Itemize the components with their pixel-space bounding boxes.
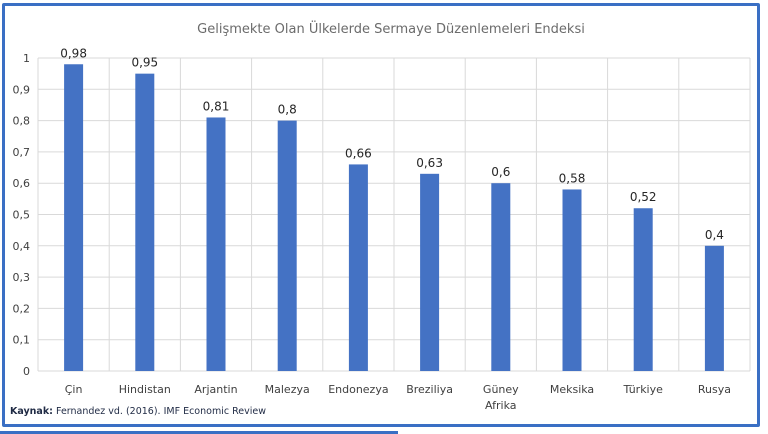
data-label: 0,66	[345, 146, 372, 160]
bar	[348, 164, 368, 371]
source-text: Fernandez vd. (2016). IMF Economic Revie…	[56, 406, 266, 417]
y-tick-label: 0,8	[13, 115, 31, 128]
category-label: Malezya	[265, 383, 310, 396]
category-label: Rusya	[698, 383, 731, 396]
data-label-layer: 0,98 0,95 0,81 0,8 0,66 0,63 0,6 0,58 0,52 0,4	[60, 46, 724, 242]
data-label: 0,6	[491, 165, 510, 179]
category-label: Çin	[65, 383, 83, 396]
y-tick-label: 0	[23, 365, 30, 378]
y-tick-label: 0,1	[13, 334, 31, 347]
data-label: 0,95	[131, 56, 158, 70]
data-label: 0,63	[416, 156, 443, 170]
bar	[562, 189, 582, 371]
bar	[135, 73, 155, 372]
data-label: 0,4	[705, 228, 724, 242]
data-label: 0,8	[278, 103, 297, 117]
bar	[420, 173, 440, 371]
data-label: 0,52	[630, 190, 657, 204]
category-label: Hindistan	[119, 383, 171, 396]
category-label: Endonezya	[328, 383, 388, 396]
y-tick-label: 0,3	[13, 271, 31, 284]
category-label: Güney	[483, 383, 519, 396]
category-label: Afrika	[485, 399, 517, 412]
data-label: 0,98	[60, 46, 87, 60]
data-label: 0,58	[559, 171, 586, 185]
bar	[206, 117, 226, 371]
y-tick-label: 0,5	[13, 209, 31, 222]
category-label: Türkiye	[622, 383, 663, 396]
grid-layer	[37, 57, 751, 372]
y-axis-ticks: 0 0,1 0,2 0,3 0,4 0,5 0,6 0,7 0,8 0,9 1	[13, 52, 31, 378]
y-tick-label: 1	[23, 52, 30, 65]
category-label: Arjantin	[194, 383, 237, 396]
y-tick-label: 0,7	[13, 146, 31, 159]
y-tick-label: 0,6	[13, 177, 31, 190]
bar	[64, 64, 84, 371]
category-label: Breziliya	[406, 383, 453, 396]
data-label: 0,81	[203, 99, 230, 113]
bar	[704, 245, 724, 371]
chart-title: Gelişmekte Olan Ülkelerde Sermaye Düzenl…	[197, 20, 585, 37]
bottom-rule	[0, 431, 398, 434]
y-tick-label: 0,4	[13, 240, 31, 253]
source-label: Kaynak:	[10, 406, 53, 417]
source-note: Kaynak: Fernandez vd. (2016). IMF Econom…	[10, 406, 266, 417]
y-tick-label: 0,2	[13, 302, 31, 315]
y-tick-label: 0,9	[13, 83, 31, 96]
bar	[491, 183, 511, 371]
category-label: Meksika	[550, 383, 594, 396]
x-axis-categories: Çin Hindistan Arjantin Malezya Endonezya Brez…	[65, 383, 731, 412]
bar	[277, 120, 297, 371]
bar	[633, 208, 653, 371]
bar-layer	[64, 64, 724, 372]
